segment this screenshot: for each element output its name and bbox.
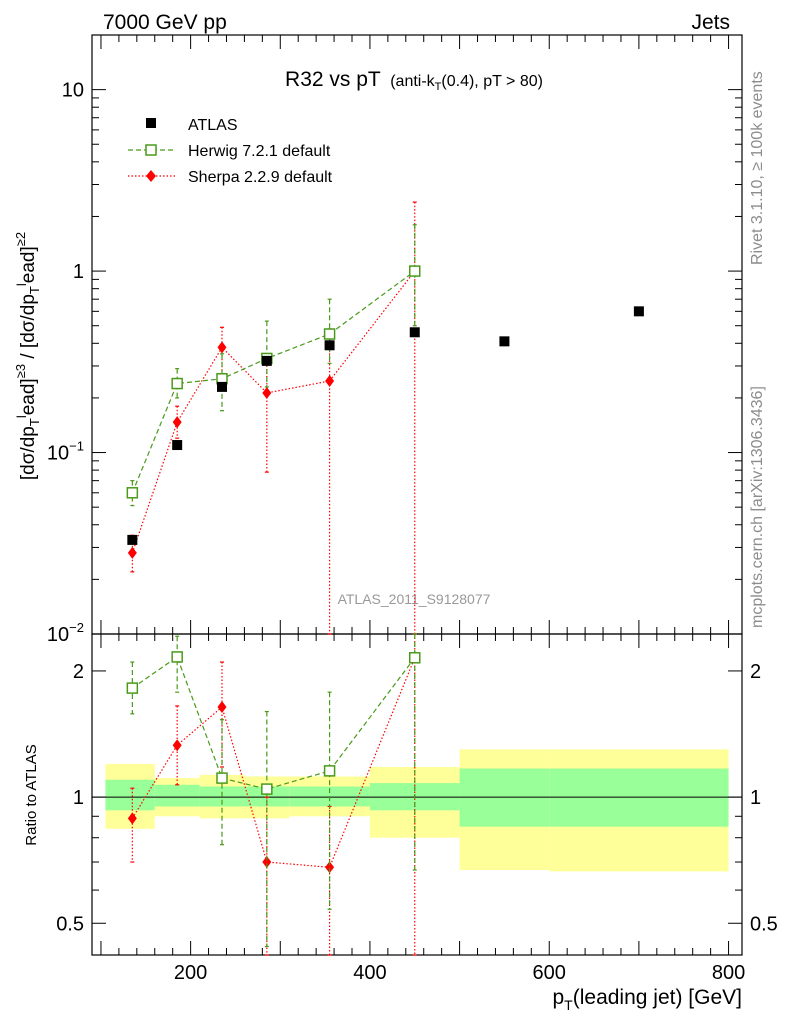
main-atlas-point-7 [633, 306, 644, 317]
legend-sherpa-marker [146, 170, 156, 182]
ratio-sherpa-point-0 [127, 812, 137, 825]
chart-title: R32 vs pT (anti-kT(0.4), pT > 80) [285, 68, 543, 93]
main-sherpa-line [131, 270, 416, 554]
ratio-panel-frame [91, 633, 743, 956]
ratio-y-tick-label-right-2: 2 [750, 661, 761, 683]
main-y-tick-label-1: 10−1 [47, 439, 84, 465]
ratio-bands [105, 749, 729, 872]
x-tick-label-3: 800 [712, 962, 745, 984]
main-sherpa-point-1 [172, 416, 182, 429]
side-label-rivet: Rivet 3.1.10, ≥ 100k events [749, 71, 766, 265]
legend-herwig-label: Herwig 7.2.1 default [188, 143, 331, 160]
ratio-y-tick-label-0: 0.5 [56, 913, 84, 935]
ratio-y-axis: 0.5 0.5 1 1 2 2 [56, 661, 778, 935]
header-left: 7000 GeV pp [103, 11, 227, 34]
ratio-herwig-point-5 [409, 652, 421, 664]
main-atlas-point-0 [127, 534, 138, 545]
main-y-tick-label-0: 10−2 [47, 620, 84, 646]
x-axis: 200 400 600 800 [100, 35, 745, 984]
side-label-mcplots: mcplots.cern.ch [arXiv:1306.3436] [749, 386, 766, 628]
ratio-y-tick-label-2: 2 [73, 661, 84, 683]
main-sherpa-point-2 [217, 341, 227, 354]
ratio-band-inner-1 [154, 784, 200, 807]
main-y-tick-label-3: 10 [62, 80, 84, 102]
ratio-herwig-point-4 [323, 765, 336, 777]
ratio-herwig-point-3 [261, 783, 273, 795]
ratio-y-tick-label-1: 1 [73, 787, 84, 809]
main-atlas-point-3 [261, 355, 272, 366]
ratio-band-inner-0 [105, 779, 155, 811]
main-herwig-point-4 [323, 328, 336, 340]
ratio-sherpa-point-3 [262, 856, 272, 869]
ratio-y-tick-label-right-0: 0.5 [750, 913, 778, 935]
main-y-axis-label: [dσ/dpTlead]≥3 / [dσ/dpTlead]≥2 [13, 232, 42, 480]
ratio-band-inner-6 [459, 768, 550, 827]
legend-sherpa-label: Sherpa 2.2.9 default [188, 169, 333, 186]
header-right: Jets [691, 11, 730, 34]
ratio-sherpa-point-4 [325, 861, 335, 874]
main-atlas-point-5 [409, 327, 420, 338]
main-sherpa-point-0 [127, 546, 137, 559]
main-y-axis: 10−2 10−1 1 10 [47, 34, 742, 646]
legend-atlas-marker [146, 118, 156, 128]
main-herwig-line [131, 270, 416, 494]
main-herwig-point-0 [126, 487, 139, 499]
legend: ATLAS Herwig 7.2.1 default Sherpa 2.2.9 … [128, 117, 333, 186]
main-herwig-point-1 [171, 377, 183, 390]
main-y-tick-label-2: 1 [73, 261, 84, 283]
x-axis-label: pT(leading jet) [GeV] [552, 986, 742, 1013]
analysis-watermark: ATLAS_2011_S9128077 [338, 591, 491, 607]
main-atlas-point-6 [499, 336, 510, 347]
main-atlas-point-4 [324, 340, 335, 351]
ratio-herwig-point-0 [126, 682, 139, 694]
main-atlas-point-1 [172, 440, 183, 451]
ratio-y-tick-label-right-1: 1 [750, 787, 761, 809]
x-tick-label-0: 200 [174, 962, 207, 984]
ratio-sherpa-point-1 [172, 739, 182, 752]
x-tick-label-2: 600 [533, 962, 566, 984]
ratio-y-axis-label: Ratio to ATLAS [23, 744, 40, 845]
x-tick-label-1: 400 [353, 962, 386, 984]
ratio-herwig-point-1 [171, 651, 183, 663]
legend-herwig-marker [145, 144, 157, 156]
ratio-series-layer [126, 633, 421, 956]
main-atlas-point-2 [217, 381, 227, 392]
ratio-band-inner-7 [549, 768, 729, 827]
main-series-layer [126, 201, 644, 635]
legend-atlas-label: ATLAS [188, 117, 238, 134]
main-sherpa-point-3 [262, 386, 272, 399]
ratio-sherpa-point-2 [217, 701, 227, 714]
ratio-herwig-point-2 [216, 772, 228, 784]
ratio-sherpa-line [131, 657, 416, 868]
main-sherpa-point-4 [325, 374, 335, 387]
main-herwig-point-5 [409, 265, 421, 277]
